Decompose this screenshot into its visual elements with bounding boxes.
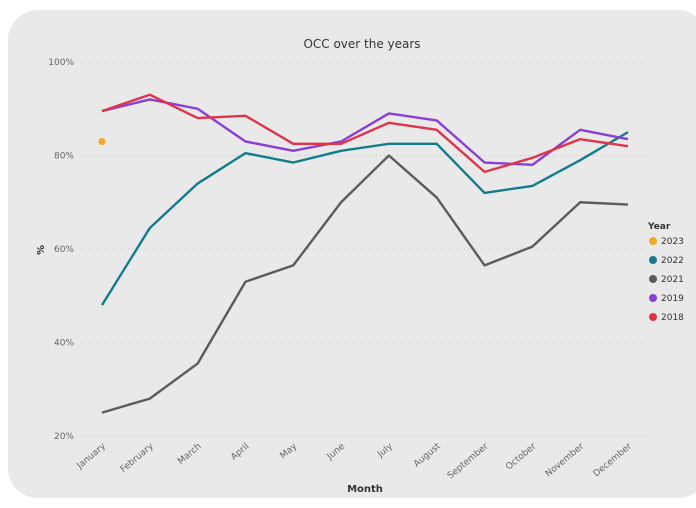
legend-swatch-2023[interactable] [649,237,657,245]
x-axis-ticks: January February March April May June July Augu… [75,441,635,481]
legend-label-2021[interactable]: 2021 [661,275,684,285]
legend[interactable]: Year 2023 2022 2021 2019 2018 [647,222,684,323]
x-tick-label: January [75,441,109,472]
legend-title: Year [647,222,671,232]
x-tick-label: September [446,441,491,481]
legend-swatch-2021[interactable] [649,275,657,283]
series-line-2022[interactable] [100,131,629,306]
x-tick-label: May [279,441,300,461]
y-tick-label: 20% [54,432,74,442]
y-tick-label: 80% [54,152,74,162]
chart-title: OCC over the years [303,37,420,51]
legend-label-2018[interactable]: 2018 [661,313,684,323]
legend-swatch-2019[interactable] [649,294,657,302]
x-tick-label: April [229,442,251,463]
series-line-2021[interactable] [101,154,629,414]
x-tick-label: March [176,442,203,467]
grid-lines [80,61,648,437]
y-axis-ticks: 100% 80% 60% 40% 20% [48,58,74,442]
y-tick-label: 40% [54,339,74,349]
series-line-2019[interactable] [101,98,629,167]
y-tick-label: 60% [54,245,74,255]
x-tick-label: August [412,441,443,469]
legend-swatch-2018[interactable] [649,313,657,321]
x-axis-label: Month [347,484,383,495]
y-axis-label: % [36,245,47,255]
legend-swatch-2022[interactable] [649,256,657,264]
chart-card [8,10,696,498]
x-tick-label: June [325,441,348,462]
legend-label-2022[interactable]: 2022 [661,256,684,266]
series-point-2023[interactable] [98,137,106,145]
y-tick-label: 100% [48,58,74,68]
legend-label-2023[interactable]: 2023 [661,237,684,247]
x-tick-label: November [544,441,587,479]
series-line-2018[interactable] [101,93,629,174]
x-tick-label: July [375,441,395,460]
legend-label-2019[interactable]: 2019 [661,294,684,304]
series-lines [98,93,629,414]
x-tick-label: October [504,441,538,472]
x-tick-label: February [119,441,156,475]
x-tick-label: December [592,441,634,479]
